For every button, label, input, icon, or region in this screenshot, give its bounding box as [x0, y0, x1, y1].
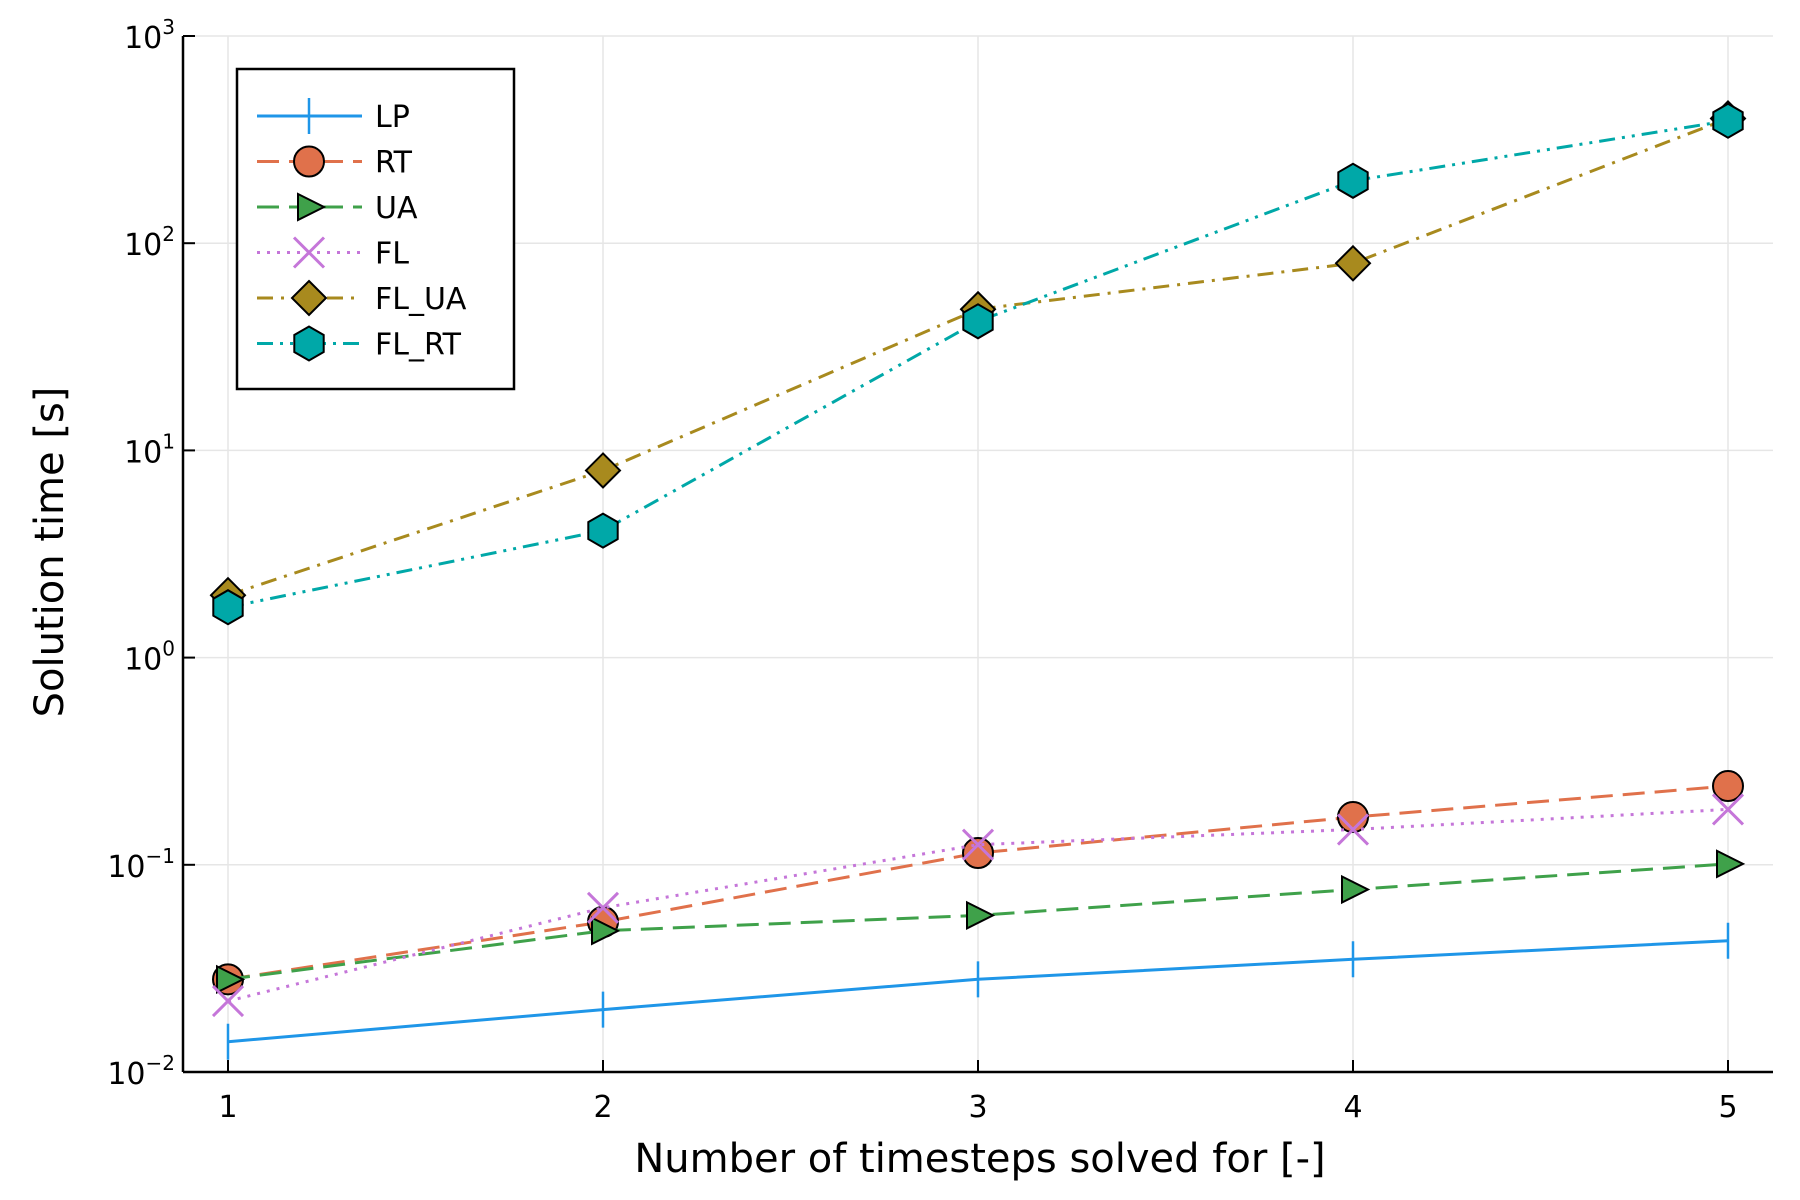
data-point-ua — [1341, 874, 1371, 905]
data-point-fl-rt — [1337, 162, 1369, 199]
x-tick-label: 1 — [218, 1090, 237, 1125]
data-point-fl-ua — [1334, 244, 1372, 282]
legend-marker-fl — [292, 236, 326, 269]
data-point-ua — [1716, 849, 1746, 879]
legend-label-fl-ua: FL_UA — [375, 282, 467, 317]
data-point-fl — [1711, 793, 1745, 826]
data-point-rt — [1337, 801, 1369, 834]
legend-label-fl: FL — [375, 237, 409, 272]
data-point-fl-rt — [587, 512, 619, 549]
data-point-fl — [961, 828, 995, 861]
series-line-rt — [227, 784, 1729, 981]
x-tick-label: 3 — [968, 1090, 987, 1125]
data-point-ua — [966, 900, 996, 931]
data-point-ua — [216, 964, 246, 994]
data-point-ua — [591, 916, 621, 946]
x-axis-label: Number of timesteps solved for [-] — [634, 1136, 1325, 1182]
legend-box — [235, 67, 516, 391]
data-point-fl — [211, 984, 245, 1018]
series-line-fl-rt — [227, 119, 1729, 609]
plot-area — [209, 100, 1747, 1060]
legend-label-rt: RT — [375, 146, 413, 181]
data-point-fl-ua — [584, 452, 622, 489]
y-tick-label: 101 — [124, 429, 175, 470]
x-tick-label: 4 — [1343, 1090, 1362, 1125]
y-tick-label: 102 — [124, 222, 175, 263]
data-point-fl — [1336, 813, 1370, 846]
legend-label-fl-rt: FL_RT — [375, 328, 462, 363]
y-tick-label: 10−2 — [107, 1051, 175, 1092]
axes — [181, 35, 1773, 1074]
legend: LP RT UA FL FL_UA FL_RT — [235, 67, 516, 391]
legend-marker-ua — [297, 192, 327, 222]
data-point-rt — [1712, 770, 1744, 803]
legend-label-ua: UA — [375, 191, 418, 226]
x-tick-label: 5 — [1718, 1090, 1737, 1125]
data-point-fl-rt — [212, 589, 244, 626]
legend-marker-fl-rt — [293, 325, 325, 362]
y-tick-label: 100 — [124, 637, 175, 678]
legend-marker-fl-ua — [290, 279, 328, 317]
data-point-fl-rt — [962, 303, 994, 340]
data-point-rt — [962, 837, 994, 870]
legend-label-lp: LP — [375, 100, 410, 135]
y-tick-label: 103 — [124, 15, 175, 56]
legend-marker-rt — [293, 145, 325, 178]
data-point-fl-rt — [1712, 102, 1744, 139]
x-tick-label: 2 — [593, 1090, 612, 1125]
y-axis-label: Solution time [s] — [27, 387, 73, 718]
tick-labels: 1 2 3 4 5 10−2 10−1 100 101 102 103 — [107, 15, 1737, 1125]
y-tick-label: 10−1 — [107, 844, 175, 885]
data-point-fl — [586, 891, 620, 924]
